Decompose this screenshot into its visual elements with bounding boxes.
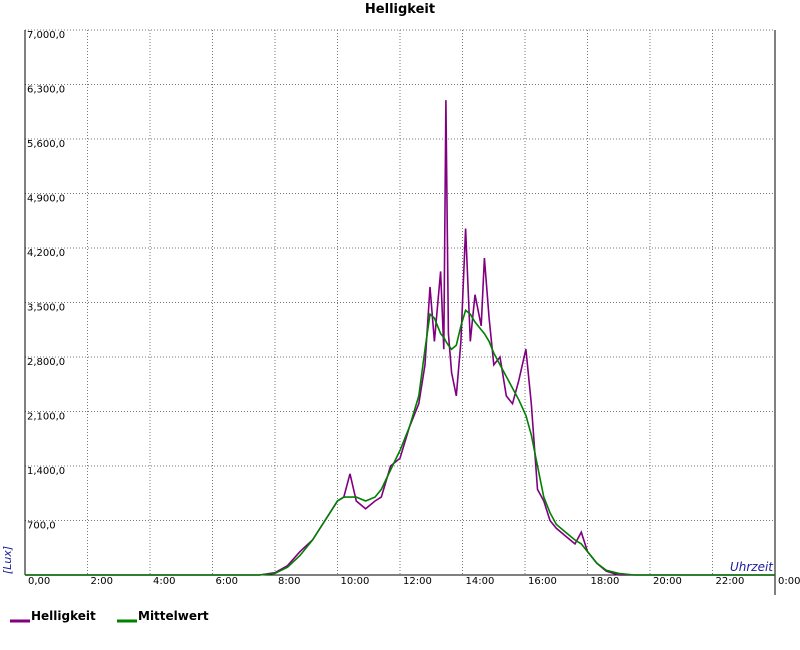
x-tick-label: 22:00 bbox=[716, 576, 745, 587]
y-tick-label: 4,900,0 bbox=[27, 194, 65, 205]
y-tick-label: 3,500,0 bbox=[27, 303, 65, 314]
y-tick-label: 1,400,0 bbox=[27, 466, 65, 477]
x-tick-label: 14:00 bbox=[466, 576, 495, 587]
y-tick-label: 2,100,0 bbox=[27, 412, 65, 423]
x-tick-label: 8:00 bbox=[278, 576, 300, 587]
x-axis-label: Uhrzeit bbox=[730, 560, 774, 574]
legend-label: Helligkeit bbox=[31, 609, 96, 623]
x-tick-label: 12:00 bbox=[403, 576, 432, 587]
x-tick-label: 2:00 bbox=[91, 576, 113, 587]
x-tick-label: 4:00 bbox=[153, 576, 175, 587]
chart-title: Helligkeit bbox=[365, 2, 435, 17]
y-tick-label: 5,600,0 bbox=[27, 139, 65, 150]
y-tick-label: 2,800,0 bbox=[27, 357, 65, 368]
y-tick-label: 6,300,0 bbox=[27, 85, 65, 96]
data-line bbox=[25, 100, 775, 576]
data-line bbox=[25, 308, 775, 576]
x-tick-label: 6:00 bbox=[216, 576, 238, 587]
x-tick-label: 0,00 bbox=[28, 576, 50, 587]
x-tick-label: 18:00 bbox=[591, 576, 620, 587]
y-tick-label: 7,000,0 bbox=[27, 30, 65, 41]
y-tick-label: 4,200,0 bbox=[27, 248, 65, 259]
x-tick-label: 10:00 bbox=[341, 576, 370, 587]
x-tick-label: 0:00 bbox=[778, 576, 800, 587]
x-tick-label: 16:00 bbox=[528, 576, 557, 587]
y-axis-label: [Lux] bbox=[1, 546, 14, 574]
legend-label: Mittelwert bbox=[138, 609, 209, 623]
x-tick-label: 20:00 bbox=[653, 576, 682, 587]
y-tick-label: 700,0 bbox=[27, 521, 56, 532]
